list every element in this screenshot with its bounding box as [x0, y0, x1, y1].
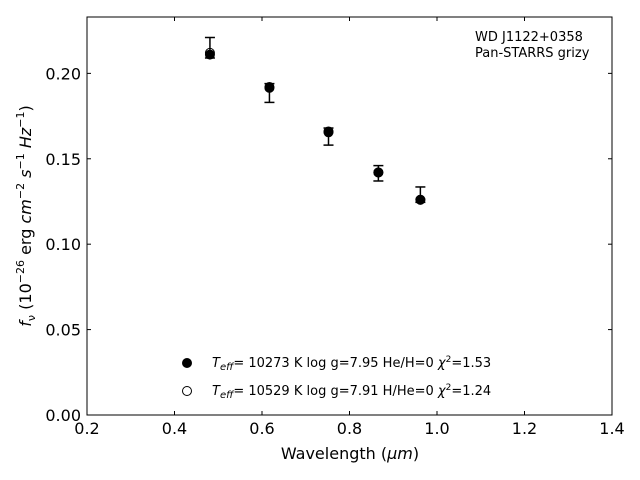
- x-axis-label: Wavelength (μm): [281, 444, 419, 463]
- axis-ticks: 0.2 0.4 0.6 0.8 1.0 1.2 1.4 0.00 0.05 0.10 0.15 0.2…: [45, 17, 625, 438]
- legend: Teff= 10273 K log g=7.95 He/H=0 χ2=1.53 …: [182, 355, 491, 401]
- y-axis-label: fν (10−26 erg cm−2 s−1 Hz−1): [14, 105, 38, 326]
- x-tick-label: 1.2: [512, 419, 537, 438]
- model-point-open: [264, 82, 275, 93]
- legend-entry-2: Teff= 10529 K log g=7.91 H/He=0 χ2=1.24: [212, 383, 491, 401]
- model-point-open: [373, 167, 384, 178]
- legend-marker-filled: [182, 358, 192, 368]
- annotation-survey-name: Pan-STARRS grizy: [475, 46, 590, 61]
- x-tick-label: 0.8: [337, 419, 362, 438]
- data-markers: [204, 47, 426, 205]
- model-point-open: [415, 194, 426, 205]
- x-tick-label: 1.0: [424, 419, 449, 438]
- legend-marker-open: [182, 386, 192, 396]
- y-tick-label: 0.10: [45, 235, 81, 254]
- y-tick-label: 0.20: [45, 64, 81, 83]
- legend-entry-1: Teff= 10273 K log g=7.95 He/H=0 χ2=1.53: [212, 355, 491, 373]
- model-point-open: [204, 47, 215, 58]
- x-tick-label: 0.4: [162, 419, 187, 438]
- y-tick-label: 0.05: [45, 321, 81, 340]
- x-tick-label: 0.6: [249, 419, 274, 438]
- y-tick-label: 0.00: [45, 406, 81, 425]
- y-tick-label: 0.15: [45, 150, 81, 169]
- x-tick-label: 1.4: [599, 419, 624, 438]
- model-point-open: [323, 126, 334, 137]
- error-bars: [204, 36, 426, 204]
- annotation-object-name: WD J1122+0358: [475, 30, 583, 45]
- x-tick-label: 0.2: [74, 419, 99, 438]
